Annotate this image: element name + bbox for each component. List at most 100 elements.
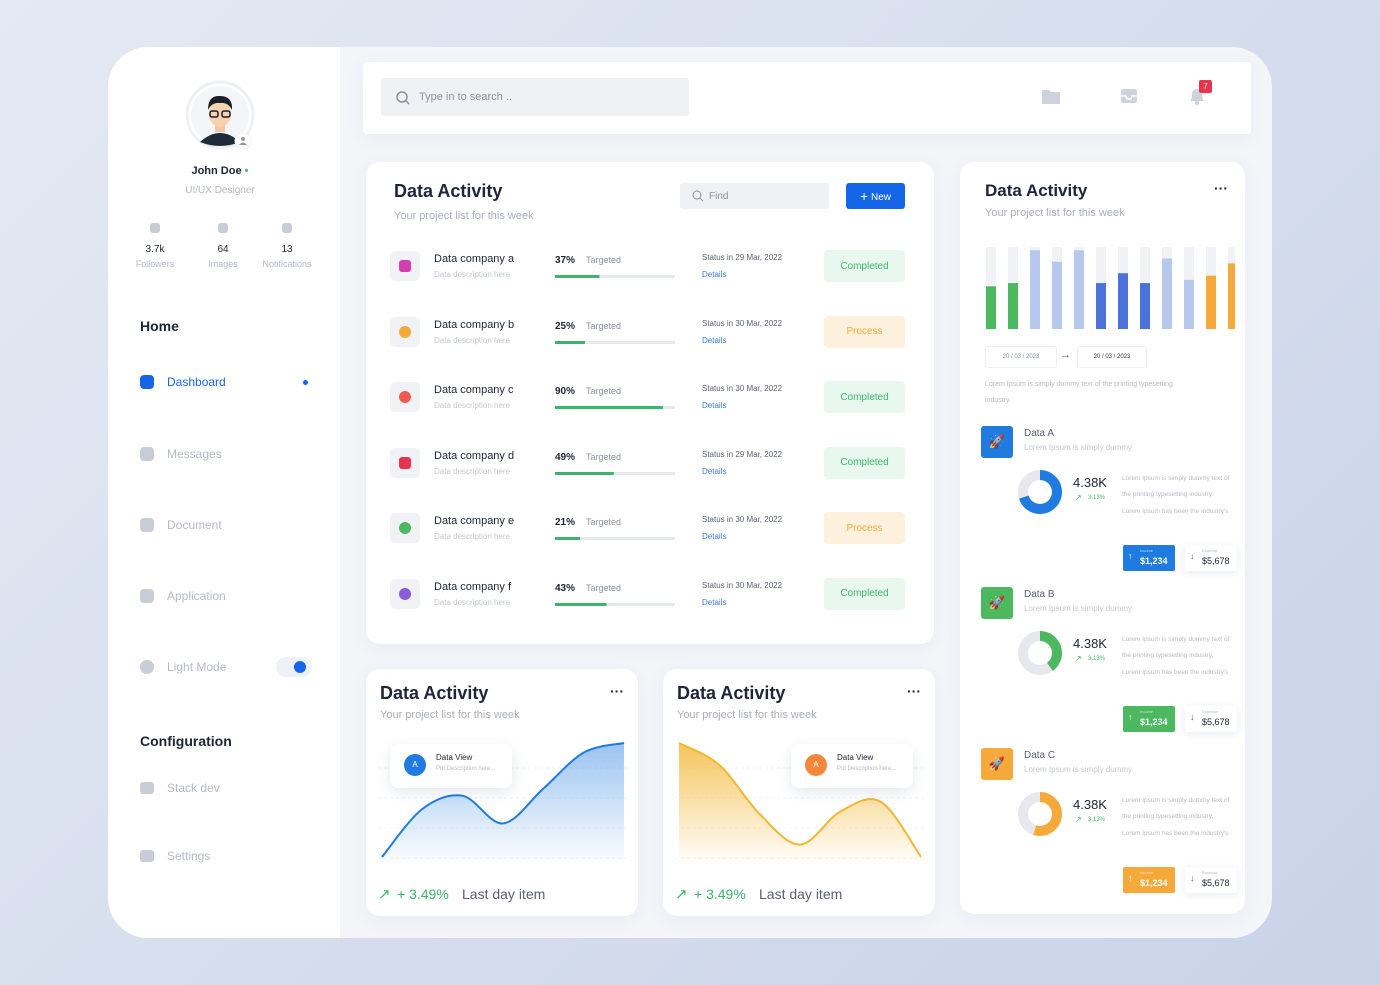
find-icon xyxy=(692,190,704,202)
stat-label: Images xyxy=(208,259,238,269)
bar xyxy=(1228,263,1235,329)
item-total: 4.38K xyxy=(1073,797,1107,812)
progress-fill xyxy=(555,340,585,344)
folder-icon[interactable] xyxy=(1040,86,1062,106)
find-box[interactable]: Find xyxy=(680,183,829,209)
toggle[interactable] xyxy=(276,657,312,677)
item-total: 4.38K xyxy=(1073,636,1107,651)
row-desc: Data description here xyxy=(434,466,511,476)
date-to[interactable]: 20 / 03 / 2023 xyxy=(1077,346,1147,368)
status-badge: Completed xyxy=(824,250,905,282)
search-box[interactable]: Type in to search .. xyxy=(381,78,689,116)
row-status: Status in 30 Mar, 2022 xyxy=(702,580,783,590)
row-link[interactable]: Details xyxy=(702,401,727,410)
income-box[interactable] xyxy=(1123,706,1175,732)
nav-item[interactable]: Dashboard xyxy=(167,375,226,389)
nav-heading: Home xyxy=(140,318,179,334)
item-name: Data A xyxy=(1024,428,1055,439)
nav-item[interactable]: Document xyxy=(167,518,222,532)
icon-shape xyxy=(140,589,154,603)
nav-item[interactable]: Settings xyxy=(167,849,211,863)
search-icon xyxy=(396,91,410,105)
progress-fill xyxy=(555,537,581,540)
row-name: Data company b xyxy=(434,318,515,331)
button-label: New xyxy=(870,192,891,203)
progress-fill xyxy=(555,471,614,475)
expense-box[interactable] xyxy=(1185,706,1237,732)
income-arrow: ↑ xyxy=(1128,873,1133,883)
row-desc: Data description here xyxy=(434,532,511,541)
row-status: Status in 30 Mar, 2022 xyxy=(702,515,783,524)
progress-label: 43% xyxy=(555,582,576,594)
income-box[interactable] xyxy=(1123,545,1175,571)
icon-shape xyxy=(150,223,160,233)
item-change: 3.13% xyxy=(1088,495,1106,501)
bar xyxy=(1162,258,1172,329)
row-name: Data company e xyxy=(434,515,515,527)
toggle-knob xyxy=(294,661,306,673)
new-button[interactable]: + New xyxy=(846,183,905,209)
icon-shape xyxy=(218,223,228,233)
nav-item[interactable]: Messages xyxy=(167,447,222,461)
donut xyxy=(1018,631,1062,675)
row-status: Status in 29 Mar, 2022 xyxy=(702,449,783,459)
progress-bar xyxy=(555,471,675,475)
progress-label: 25% xyxy=(555,320,576,332)
status-badge: Completed xyxy=(824,381,905,413)
stat-icon xyxy=(150,223,160,233)
income-value: $1,234 xyxy=(1140,717,1168,727)
item-desc: Lorem Ipsum is simply dummy xyxy=(1024,604,1133,613)
date-arrow: → xyxy=(1060,349,1071,361)
date-from[interactable]: 20 / 03 / 2023 xyxy=(985,346,1057,368)
online-dot: • xyxy=(244,165,249,177)
income-arrow: ↑ xyxy=(1128,712,1133,722)
expense-box[interactable] xyxy=(1185,545,1237,571)
icon-shape xyxy=(140,782,154,794)
row-icon xyxy=(390,578,420,609)
icon-shape xyxy=(140,660,154,674)
trend-arrow: ↗ xyxy=(1075,654,1082,663)
row-link[interactable]: Details xyxy=(702,466,727,476)
nav-icon xyxy=(140,660,154,674)
nav-item[interactable]: Light Mode xyxy=(167,660,227,674)
tooltip-desc: Put Description here... xyxy=(837,766,897,772)
nav-item[interactable]: Application xyxy=(167,589,226,603)
inbox-icon[interactable] xyxy=(1118,86,1140,106)
expense-value: $5,678 xyxy=(1202,556,1230,566)
find-placeholder: Find xyxy=(709,191,729,202)
bar xyxy=(1096,283,1106,329)
expense-box[interactable] xyxy=(1185,867,1237,893)
plus: + xyxy=(860,188,869,204)
row-link[interactable]: Details xyxy=(702,335,727,345)
bar xyxy=(1118,273,1128,329)
income-box[interactable] xyxy=(1123,867,1175,893)
trend-arrow: ↗ xyxy=(1075,493,1082,502)
more-menu[interactable]: ··· xyxy=(907,683,921,699)
card-subtitle: Your project list for this week xyxy=(394,210,534,222)
progress-track xyxy=(555,471,675,475)
row-link[interactable]: Details xyxy=(702,270,727,279)
more-menu[interactable]: ··· xyxy=(610,683,624,699)
bar xyxy=(1206,275,1216,329)
row-link[interactable]: Details xyxy=(702,532,727,541)
nav-item[interactable]: Stack dev xyxy=(167,781,220,795)
row-icon xyxy=(390,251,420,281)
row-name: Data company d xyxy=(434,449,515,462)
row-link[interactable]: Details xyxy=(702,597,727,607)
trend-arrow: ↗ xyxy=(378,886,391,903)
row-name: Data company f xyxy=(434,580,512,593)
tooltip-title: Data View xyxy=(837,753,874,762)
trend-arrow: ↗ xyxy=(675,886,688,903)
tooltip-title: Data View xyxy=(436,753,473,762)
progress-track xyxy=(555,340,675,344)
target-label: Targeted xyxy=(586,517,622,527)
profile-role: UI/UX Designer xyxy=(185,185,255,196)
nav-icon xyxy=(140,518,154,532)
row-desc: Data description here xyxy=(434,597,511,607)
icon-shape xyxy=(140,850,154,862)
more-menu[interactable]: ··· xyxy=(1214,180,1228,196)
area-line xyxy=(381,742,625,858)
icon-dot xyxy=(399,522,411,534)
change-value: + 3.49% xyxy=(694,886,746,902)
progress-bar xyxy=(555,537,675,540)
